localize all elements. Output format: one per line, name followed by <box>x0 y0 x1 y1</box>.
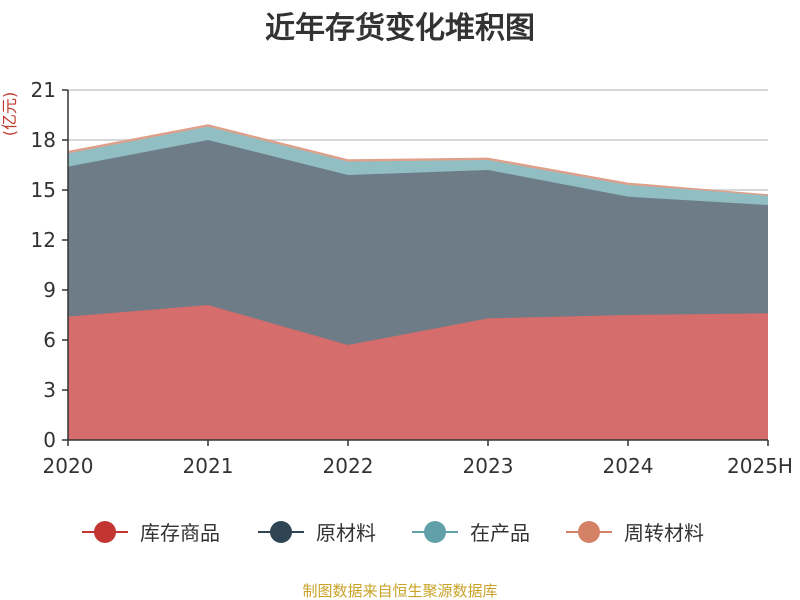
legend-item-2[interactable]: 在产品 <box>412 521 530 545</box>
legend-label: 库存商品 <box>140 521 220 545</box>
legend-dot-swatch <box>578 521 600 543</box>
axes <box>67 90 768 441</box>
y-axis-ticks: 0 3 6 9 12 15 18 21 <box>31 78 68 452</box>
legend-item-1[interactable]: 原材料 <box>258 521 376 545</box>
legend-label: 周转材料 <box>624 521 704 545</box>
y-axis-unit-label: (亿元) <box>0 92 19 137</box>
x-tick-label: 2023 <box>463 454 514 478</box>
legend-label: 原材料 <box>316 521 376 545</box>
chart-title: 近年存货变化堆积图 <box>265 11 535 46</box>
series-area-2 <box>68 126 768 205</box>
legend[interactable]: 库存商品 原材料 在产品 周转材料 <box>82 521 704 545</box>
legend-dot-swatch <box>270 521 292 543</box>
y-tick-label: 12 <box>31 228 56 252</box>
series-areas <box>67 124 769 440</box>
y-tick-label: 21 <box>31 78 56 102</box>
x-tick-label: 2021 <box>183 454 234 478</box>
x-axis-ticks: 2020 2021 2022 2023 2024 2025H <box>43 440 793 478</box>
y-tick-label: 9 <box>43 278 56 302</box>
legend-dot-swatch <box>94 521 116 543</box>
x-tick-label: 2024 <box>603 454 654 478</box>
legend-item-3[interactable]: 周转材料 <box>566 521 704 545</box>
x-tick-label: 2020 <box>43 454 94 478</box>
y-tick-label: 3 <box>43 378 56 402</box>
data-source-note: 制图数据来自恒生聚源数据库 <box>302 582 497 600</box>
legend-label: 在产品 <box>470 521 530 545</box>
y-tick-label: 15 <box>31 178 56 202</box>
y-tick-label: 0 <box>43 428 56 452</box>
series-line-2 <box>67 125 769 196</box>
legend-dot-swatch <box>424 521 446 543</box>
x-tick-label: 2025H <box>727 454 793 478</box>
series-line-3 <box>67 124 769 196</box>
y-tick-label: 18 <box>31 128 56 152</box>
x-tick-label: 2022 <box>323 454 374 478</box>
legend-item-0[interactable]: 库存商品 <box>82 521 220 545</box>
y-tick-label: 6 <box>43 328 56 352</box>
series-area-1 <box>68 140 768 345</box>
series-area-0 <box>68 305 768 440</box>
